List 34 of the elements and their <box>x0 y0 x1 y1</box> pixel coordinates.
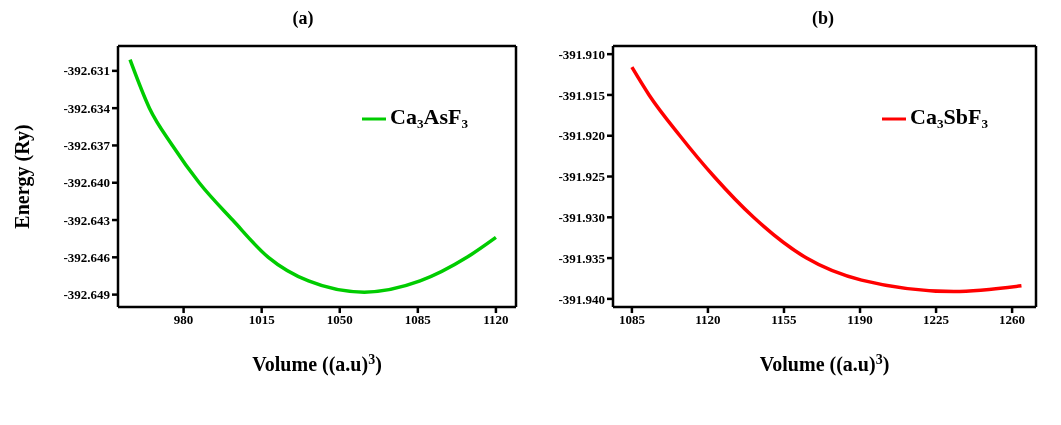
x-tick-label: 980 <box>173 312 194 328</box>
y-axis-title: Energy (Ry) <box>11 124 35 229</box>
x-tick-label: 1085 <box>404 312 432 328</box>
x-axis-title: Volume ((a.u)$^{3}$) <box>252 351 382 377</box>
y-tick-label: -392.631 <box>63 63 110 79</box>
x-tick-label: 1155 <box>771 312 798 328</box>
x-tick-label: 1225 <box>923 312 950 328</box>
y-tick-label: -391.915 <box>558 87 606 103</box>
x-tick-label: 1085 <box>618 312 646 328</box>
x-tick-label: 1190 <box>847 312 873 328</box>
y-tick-label: -392.643 <box>63 212 111 228</box>
chart-title: (a) <box>291 8 315 30</box>
y-tick-label: -392.634 <box>63 100 111 116</box>
legend-label: Ca₃AsF₃ <box>390 104 468 129</box>
y-tick-label: -391.935 <box>558 250 606 266</box>
y-tick-label: -391.940 <box>558 291 605 307</box>
line-series <box>128 57 498 294</box>
legend-label: Ca₃SbF₃ <box>910 104 988 129</box>
y-tick-label: -392.649 <box>63 287 111 303</box>
x-tick-label: 1015 <box>248 312 276 328</box>
chart-title: (b) <box>811 8 835 30</box>
x-tick-label: 1120 <box>483 312 509 328</box>
x-tick-label: 1260 <box>999 312 1026 328</box>
y-tick-label: -391.925 <box>558 169 606 185</box>
y-tick-label: -391.930 <box>558 209 605 225</box>
y-tick-label: -391.920 <box>558 128 605 144</box>
line-series <box>630 65 1024 294</box>
x-tick-label: 1050 <box>326 312 353 328</box>
y-tick-label: -391.910 <box>558 46 605 62</box>
x-tick-label: 1120 <box>695 312 721 328</box>
x-axis-title: Volume ((a.u)$^{3}$) <box>759 351 890 377</box>
y-tick-label: -392.637 <box>63 138 111 154</box>
y-tick-label: -392.646 <box>63 249 111 265</box>
y-tick-label: -392.640 <box>63 175 110 191</box>
